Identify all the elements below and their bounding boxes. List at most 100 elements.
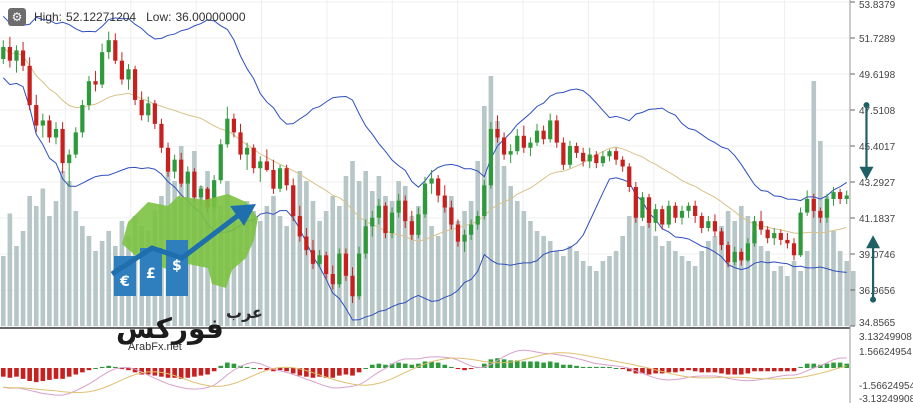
candle-body bbox=[73, 132, 78, 155]
macd-bar bbox=[481, 363, 487, 368]
macd-bar bbox=[692, 368, 698, 372]
candle-body bbox=[165, 147, 171, 172]
macd-bar bbox=[508, 360, 513, 368]
macd-panel: 3.13249908 1.56624954 -1.56624954 -3.132499… bbox=[0, 332, 913, 403]
macd-bar bbox=[80, 368, 85, 373]
macd-bar bbox=[449, 366, 454, 368]
macd-bar bbox=[27, 368, 32, 382]
volume-bar bbox=[719, 226, 724, 326]
volume-bar bbox=[804, 251, 810, 326]
macd-bar bbox=[488, 359, 494, 368]
candle-body bbox=[330, 274, 335, 285]
volume-bar bbox=[53, 201, 59, 326]
macd-bar bbox=[778, 368, 784, 372]
candle-body bbox=[739, 251, 744, 261]
candle-body bbox=[231, 118, 237, 133]
macd-bar bbox=[205, 368, 210, 375]
macd-bar bbox=[462, 368, 467, 371]
annotation-arrows bbox=[859, 102, 881, 303]
macd-bar bbox=[541, 362, 546, 368]
volume-bar bbox=[791, 261, 797, 326]
candle-body bbox=[310, 250, 316, 264]
macd-bar bbox=[178, 368, 184, 379]
volume-bar bbox=[495, 121, 500, 326]
candle-body bbox=[455, 224, 461, 242]
macd-bar bbox=[99, 366, 105, 368]
candle-body bbox=[666, 205, 671, 225]
candle-body bbox=[53, 128, 59, 138]
annotation-arrow-head bbox=[866, 235, 881, 249]
candle-body bbox=[679, 210, 685, 218]
macd-bar bbox=[244, 366, 250, 368]
candle-body bbox=[146, 103, 151, 116]
volume-bar bbox=[330, 196, 336, 326]
candle-body bbox=[600, 156, 606, 164]
macd-bar bbox=[139, 368, 144, 375]
euro-icon: € bbox=[119, 274, 130, 290]
candle-body bbox=[383, 205, 388, 234]
volume-bar bbox=[455, 221, 461, 326]
moving-average bbox=[2, 46, 847, 242]
macd-bar bbox=[554, 362, 560, 368]
macd-bar bbox=[86, 368, 92, 371]
macd-bar bbox=[363, 368, 369, 369]
y-tick-label: 43.2927 bbox=[859, 178, 896, 189]
macd-bar bbox=[304, 368, 309, 377]
volume-bar bbox=[244, 201, 250, 326]
candle-body bbox=[304, 236, 309, 251]
volume-bar bbox=[383, 196, 388, 326]
annotation-arrow-tail bbox=[870, 296, 877, 303]
candle-body bbox=[205, 188, 210, 208]
macd-bar bbox=[126, 368, 131, 371]
volume-bar bbox=[251, 211, 256, 326]
volume-bar bbox=[547, 241, 553, 326]
volume-bar bbox=[850, 271, 856, 326]
candle-body bbox=[192, 171, 197, 198]
candle-body bbox=[277, 168, 283, 189]
macd-bar bbox=[719, 368, 724, 374]
volume-bar bbox=[0, 256, 6, 326]
logo-arrowhead bbox=[230, 204, 256, 226]
macd-bar bbox=[620, 368, 625, 370]
volume-bar bbox=[567, 246, 573, 326]
volume-bar bbox=[778, 266, 784, 326]
candle-body bbox=[422, 183, 428, 215]
volume-bar bbox=[686, 261, 691, 326]
macd-bar bbox=[758, 368, 764, 372]
macd-bar bbox=[429, 361, 434, 368]
macd-bar bbox=[574, 365, 579, 368]
volume-bar bbox=[402, 186, 408, 326]
volume-bar bbox=[416, 206, 421, 326]
macd-bar bbox=[771, 368, 777, 372]
candle-body bbox=[337, 253, 342, 285]
gear-icon[interactable]: ⚙ bbox=[8, 8, 26, 26]
volume-bar bbox=[640, 226, 645, 326]
candle-body bbox=[653, 209, 658, 223]
volume-bar bbox=[785, 276, 790, 326]
macd-tick-label: 1.56624954 bbox=[859, 347, 912, 358]
candle-body bbox=[389, 212, 395, 234]
macd-bar bbox=[264, 368, 270, 371]
y-tick-label: 45.4017 bbox=[859, 142, 896, 153]
volume-bar bbox=[488, 76, 494, 326]
candle-body bbox=[482, 185, 487, 217]
candle-body bbox=[521, 135, 526, 148]
volume-bar bbox=[99, 241, 105, 326]
candle-body bbox=[752, 221, 757, 244]
macd-bar bbox=[613, 368, 619, 369]
macd-bar bbox=[547, 361, 553, 368]
candle-body bbox=[403, 200, 408, 222]
volume-bar bbox=[580, 261, 586, 326]
volume-bar bbox=[521, 211, 527, 326]
macd-bar bbox=[514, 360, 520, 368]
volume-bar bbox=[574, 251, 579, 326]
macd-bar bbox=[218, 365, 224, 368]
volume-bar bbox=[350, 161, 355, 326]
volume-bar bbox=[501, 166, 507, 326]
volume-bar bbox=[600, 261, 606, 326]
macd-bar bbox=[7, 368, 13, 378]
macd-bar bbox=[745, 368, 751, 374]
candle-body bbox=[758, 221, 764, 230]
candle-body bbox=[673, 205, 678, 218]
candle-body bbox=[719, 231, 724, 246]
